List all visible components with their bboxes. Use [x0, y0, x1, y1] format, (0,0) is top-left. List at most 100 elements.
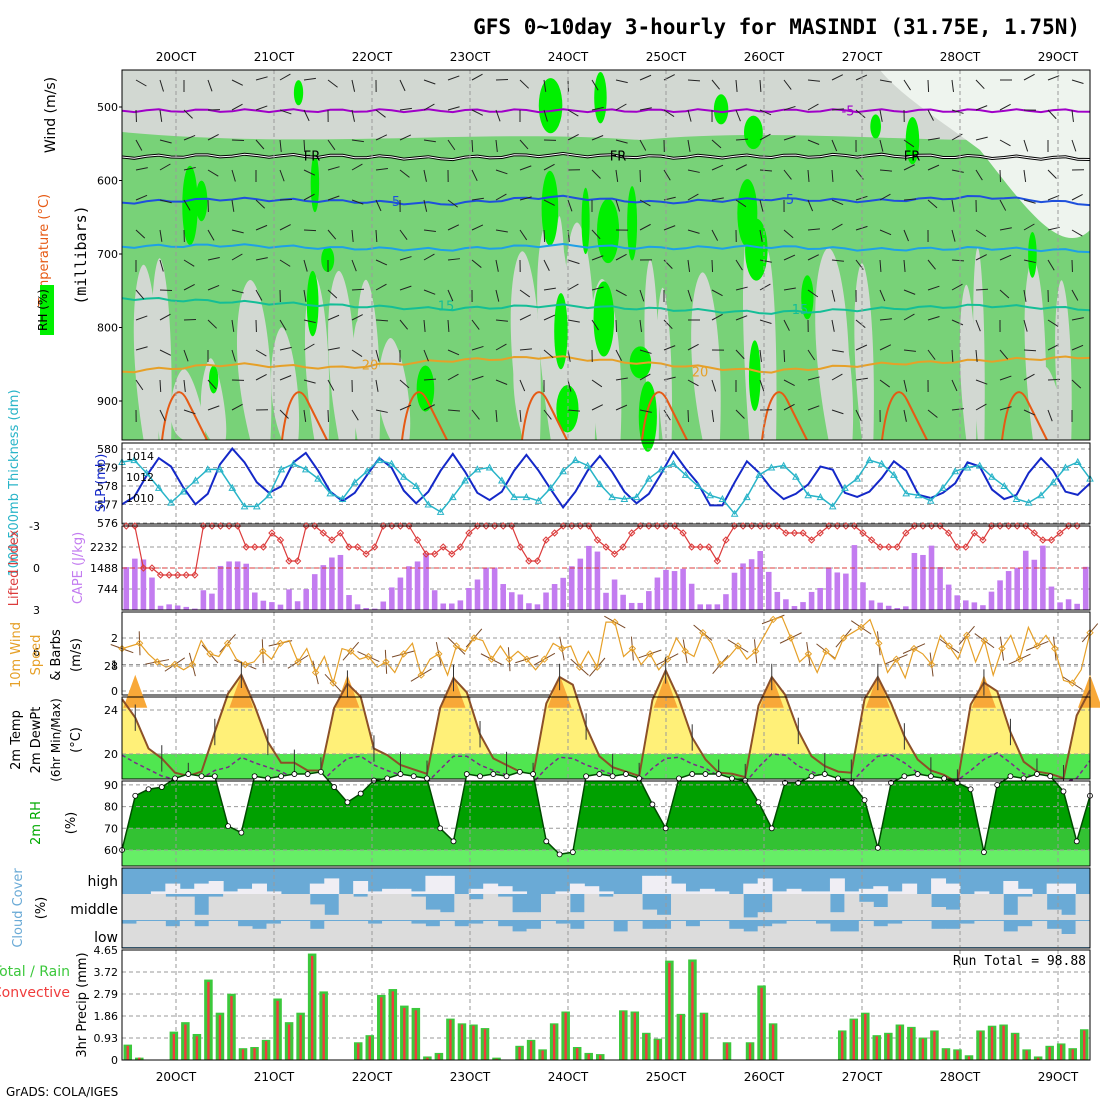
wind-barb — [879, 318, 892, 321]
thickness-marker — [755, 470, 764, 478]
cloud-middle-cell — [1046, 909, 1062, 920]
rh-marker — [158, 784, 165, 790]
wind-barb — [879, 193, 891, 201]
cape-bar — [483, 567, 489, 610]
wind-barb — [303, 379, 316, 384]
wind-barb — [831, 259, 844, 262]
cape-bar — [851, 545, 858, 610]
wind-barb — [783, 169, 792, 180]
cloud-low-cell — [410, 923, 426, 947]
wind-barb — [471, 409, 480, 420]
rh-light-plume — [353, 333, 368, 440]
cloud-middle-cell — [353, 896, 369, 920]
cloud-high-cell — [974, 891, 990, 894]
wind-barb — [615, 79, 628, 84]
rh-marker — [463, 771, 470, 777]
precip-conv-bar — [691, 961, 694, 1060]
side-label-millibars: (millibars) — [72, 205, 90, 304]
li-marker — [345, 543, 353, 551]
wind-barb — [735, 138, 749, 141]
cape-bar — [123, 567, 130, 610]
cloud-low-cell — [685, 926, 701, 947]
li-marker — [533, 557, 542, 565]
cloud-high-cell — [165, 883, 181, 894]
wind-barb — [639, 373, 651, 381]
li-marker — [833, 522, 841, 530]
cloud-high-cell — [382, 888, 398, 894]
cloud-low-cell — [454, 926, 470, 947]
cape-bar — [654, 577, 661, 610]
rh-moist-core — [208, 365, 219, 394]
wind-barb — [183, 349, 189, 362]
precip-conv-bar — [391, 991, 395, 1060]
wind-barb — [279, 375, 292, 381]
wind-marker — [417, 671, 425, 679]
cloud-low-cell — [150, 921, 166, 947]
cape-bar — [1031, 559, 1038, 610]
thickness-marker — [191, 476, 200, 484]
wind-label-2: Speed — [29, 635, 44, 676]
cloud-middle-cell — [367, 894, 383, 920]
wind-barb — [351, 288, 365, 291]
li-marker — [807, 536, 816, 544]
cloud-low-cell — [584, 921, 600, 947]
wind-barb — [1023, 139, 1029, 152]
rh-light-plume — [761, 250, 777, 440]
wind-barb — [327, 166, 340, 171]
thickness-tick-label: 580 — [97, 443, 118, 456]
cape-bar — [843, 573, 849, 610]
li-marker — [910, 522, 919, 530]
rh-marker — [225, 823, 231, 830]
li-marker — [422, 550, 430, 558]
rh-moist-core — [554, 293, 568, 370]
cloud-low-cell — [1017, 926, 1033, 947]
precip-conv-bar — [656, 1039, 660, 1060]
wind-barb — [135, 346, 148, 351]
wind-barb — [447, 75, 460, 81]
wind-barb — [519, 79, 529, 89]
cape-bar — [174, 605, 181, 610]
rh-marker — [251, 773, 258, 780]
wind-barb — [615, 377, 628, 381]
wind-barb — [303, 109, 310, 122]
thickness-marker — [167, 498, 175, 506]
cloud-middle-cell — [959, 894, 975, 920]
wind-barb — [975, 169, 983, 181]
precip-conv-bar — [1002, 1025, 1005, 1060]
wind-barb — [159, 379, 162, 393]
rh-marker — [1020, 775, 1027, 782]
cloud-high-cell — [150, 891, 166, 894]
wind-tick-label: 1 — [111, 659, 118, 672]
cloud-cover-panel: high middle low Cloud Cover (%) — [11, 867, 1091, 949]
thickness-marker — [681, 470, 690, 478]
wind-barb — [471, 345, 484, 351]
wind-barb — [903, 313, 915, 321]
wind-barb — [735, 349, 745, 360]
li-marker — [353, 543, 362, 551]
cloud-middle-cell — [1003, 914, 1019, 920]
time-tick-label-top: 24OCT — [548, 50, 589, 64]
cape-bar — [954, 595, 961, 610]
cloud-middle-cell — [873, 907, 889, 920]
wind-barb — [399, 379, 410, 389]
wind-barb — [351, 229, 354, 242]
wind-barb — [207, 79, 213, 92]
wind-marker — [1033, 642, 1041, 650]
precip-conv-bar — [276, 1000, 279, 1060]
time-tick-label-bottom: 25OCT — [646, 1070, 687, 1084]
thickness-marker — [767, 463, 776, 471]
precip-conv-bar — [218, 1015, 222, 1060]
cape-bar — [346, 595, 352, 610]
cloud-middle-cell — [382, 894, 398, 920]
precip-rain-label: Total / Rain — [0, 964, 70, 980]
wind-marker — [276, 639, 285, 648]
wind-barb — [1023, 259, 1036, 264]
thickness-marker — [387, 459, 396, 467]
wind-barb — [735, 286, 748, 291]
cloud-low-cell — [844, 931, 860, 947]
thickness-marker — [338, 494, 347, 502]
precip-conv-bar — [541, 1050, 544, 1060]
isotherm-FR-core — [121, 152, 1091, 161]
wind-barb — [471, 139, 474, 153]
wind-barb — [447, 373, 459, 381]
